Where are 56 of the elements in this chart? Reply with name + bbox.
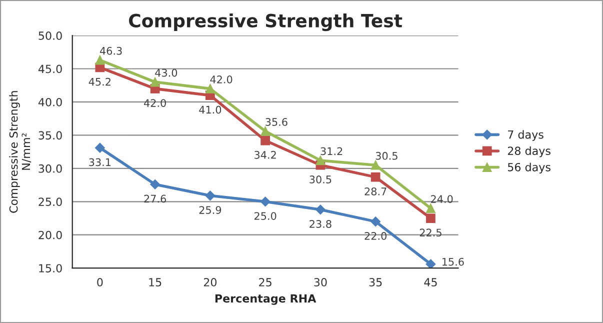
x-axis-title: Percentage RHA bbox=[215, 294, 316, 305]
legend-label: 28 days bbox=[508, 146, 550, 158]
data-label: 23.8 bbox=[310, 220, 332, 228]
y-tick-label: 15.0 bbox=[39, 264, 62, 272]
point bbox=[94, 142, 105, 153]
data-label: 42.0 bbox=[210, 75, 232, 84]
point bbox=[260, 136, 270, 146]
point bbox=[260, 196, 270, 207]
chart-title: Compressive Strength Test bbox=[129, 13, 402, 32]
y-tick-label: 45.0 bbox=[38, 64, 62, 74]
data-label: 25.0 bbox=[254, 212, 276, 220]
data-label: 33.1 bbox=[89, 158, 111, 166]
data-label: 27.6 bbox=[144, 194, 166, 203]
data-label: 30.5 bbox=[376, 152, 398, 160]
data-label: 46.3 bbox=[100, 46, 122, 55]
point bbox=[426, 259, 436, 268]
point bbox=[370, 216, 381, 227]
point bbox=[426, 204, 436, 213]
point bbox=[260, 126, 270, 136]
point bbox=[150, 77, 160, 87]
y-tick-label: 20.0 bbox=[38, 230, 62, 240]
y-tick-label: 25.0 bbox=[38, 198, 62, 206]
point bbox=[205, 190, 216, 201]
x-tick-label: 35 bbox=[369, 278, 382, 286]
data-label: 15.6 bbox=[442, 258, 464, 266]
point bbox=[316, 156, 326, 166]
x-tick-label: 45 bbox=[424, 278, 437, 286]
point bbox=[370, 160, 380, 170]
y-tick-label: 40.0 bbox=[38, 98, 62, 106]
data-label: 28.7 bbox=[364, 187, 386, 196]
x-tick-label: 30 bbox=[314, 278, 327, 286]
point bbox=[426, 214, 436, 223]
x-tick-label: 0 bbox=[97, 278, 103, 286]
point bbox=[150, 179, 160, 190]
point bbox=[316, 204, 326, 215]
point bbox=[95, 55, 105, 65]
x-tick-label: 25 bbox=[259, 278, 272, 286]
data-label: 45.2 bbox=[88, 78, 110, 86]
x-tick-label: 15 bbox=[149, 278, 162, 286]
point bbox=[206, 84, 215, 94]
legend-label: 56 days bbox=[508, 162, 550, 174]
data-label: 34.2 bbox=[254, 150, 276, 159]
data-label: 24.0 bbox=[430, 195, 453, 203]
x-tick-label: 20 bbox=[204, 278, 217, 286]
data-label: 25.9 bbox=[199, 206, 222, 214]
y-tick-label: 35.0 bbox=[38, 131, 62, 140]
data-label: 43.0 bbox=[155, 68, 178, 77]
data-label: 31.2 bbox=[320, 147, 342, 156]
y-axis-title: Compressive Strength N/mm² bbox=[9, 91, 32, 213]
data-label: 41.0 bbox=[199, 106, 222, 114]
legend-label: 7 days bbox=[508, 130, 544, 141]
y-tick-label: 30.0 bbox=[38, 164, 62, 173]
point bbox=[370, 172, 380, 182]
y-tick-label: 50.0 bbox=[38, 32, 62, 40]
data-label: 30.5 bbox=[310, 176, 332, 184]
data-label: 35.6 bbox=[266, 118, 288, 126]
